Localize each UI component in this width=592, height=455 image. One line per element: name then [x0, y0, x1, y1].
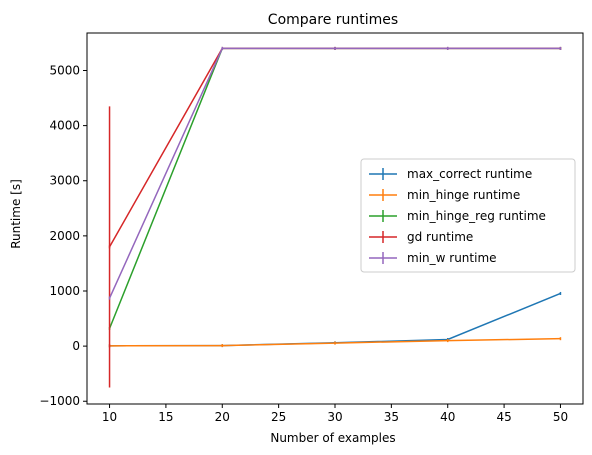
axis-ticks: 10 15 20 25 30 35 40 45 50 −1000 0 1000 2000 3000 4000…: [39, 63, 568, 424]
x-tick-label: 25: [271, 410, 286, 424]
y-tick-label: 4000: [49, 119, 80, 133]
series-4: [108, 46, 562, 300]
y-tick-label: 2000: [49, 229, 80, 243]
y-tick-label: 3000: [49, 174, 80, 188]
legend-entry: min_w runtime: [369, 251, 497, 265]
legend-label: max_correct runtime: [407, 167, 532, 181]
x-axis-label: Number of examples: [270, 431, 395, 445]
y-axis-label: Runtime [s]: [9, 179, 23, 249]
series-group: [108, 46, 562, 388]
x-tick-label: 30: [327, 410, 342, 424]
legend-label: min_w runtime: [407, 251, 497, 265]
x-tick-label: 20: [215, 410, 230, 424]
chart-title: Compare runtimes: [268, 12, 398, 28]
x-tick-label: 15: [158, 410, 173, 424]
legend-label: min_hinge_reg runtime: [407, 209, 546, 223]
x-tick-label: 50: [553, 410, 568, 424]
y-tick-label: 1000: [49, 284, 80, 298]
legend-entry: max_correct runtime: [369, 167, 532, 181]
legend-label: min_hinge runtime: [407, 188, 520, 202]
legend-label: gd runtime: [407, 230, 473, 244]
y-tick-label: 5000: [49, 63, 80, 77]
x-tick-label: 35: [384, 410, 399, 424]
legend-entry: min_hinge runtime: [369, 188, 520, 202]
x-tick-label: 40: [440, 410, 455, 424]
legend-box: [360, 158, 576, 273]
y-tick-label: −1000: [39, 394, 80, 408]
legend: max_correct runtime min_hinge runtime min_…: [360, 158, 576, 273]
plot-area-frame: [86, 32, 584, 405]
y-tick-label: 0: [72, 339, 80, 353]
x-tick-label: 45: [496, 410, 511, 424]
legend-entry: gd runtime: [369, 230, 473, 244]
x-tick-label: 10: [102, 410, 117, 424]
legend-entry: min_hinge_reg runtime: [369, 209, 546, 223]
